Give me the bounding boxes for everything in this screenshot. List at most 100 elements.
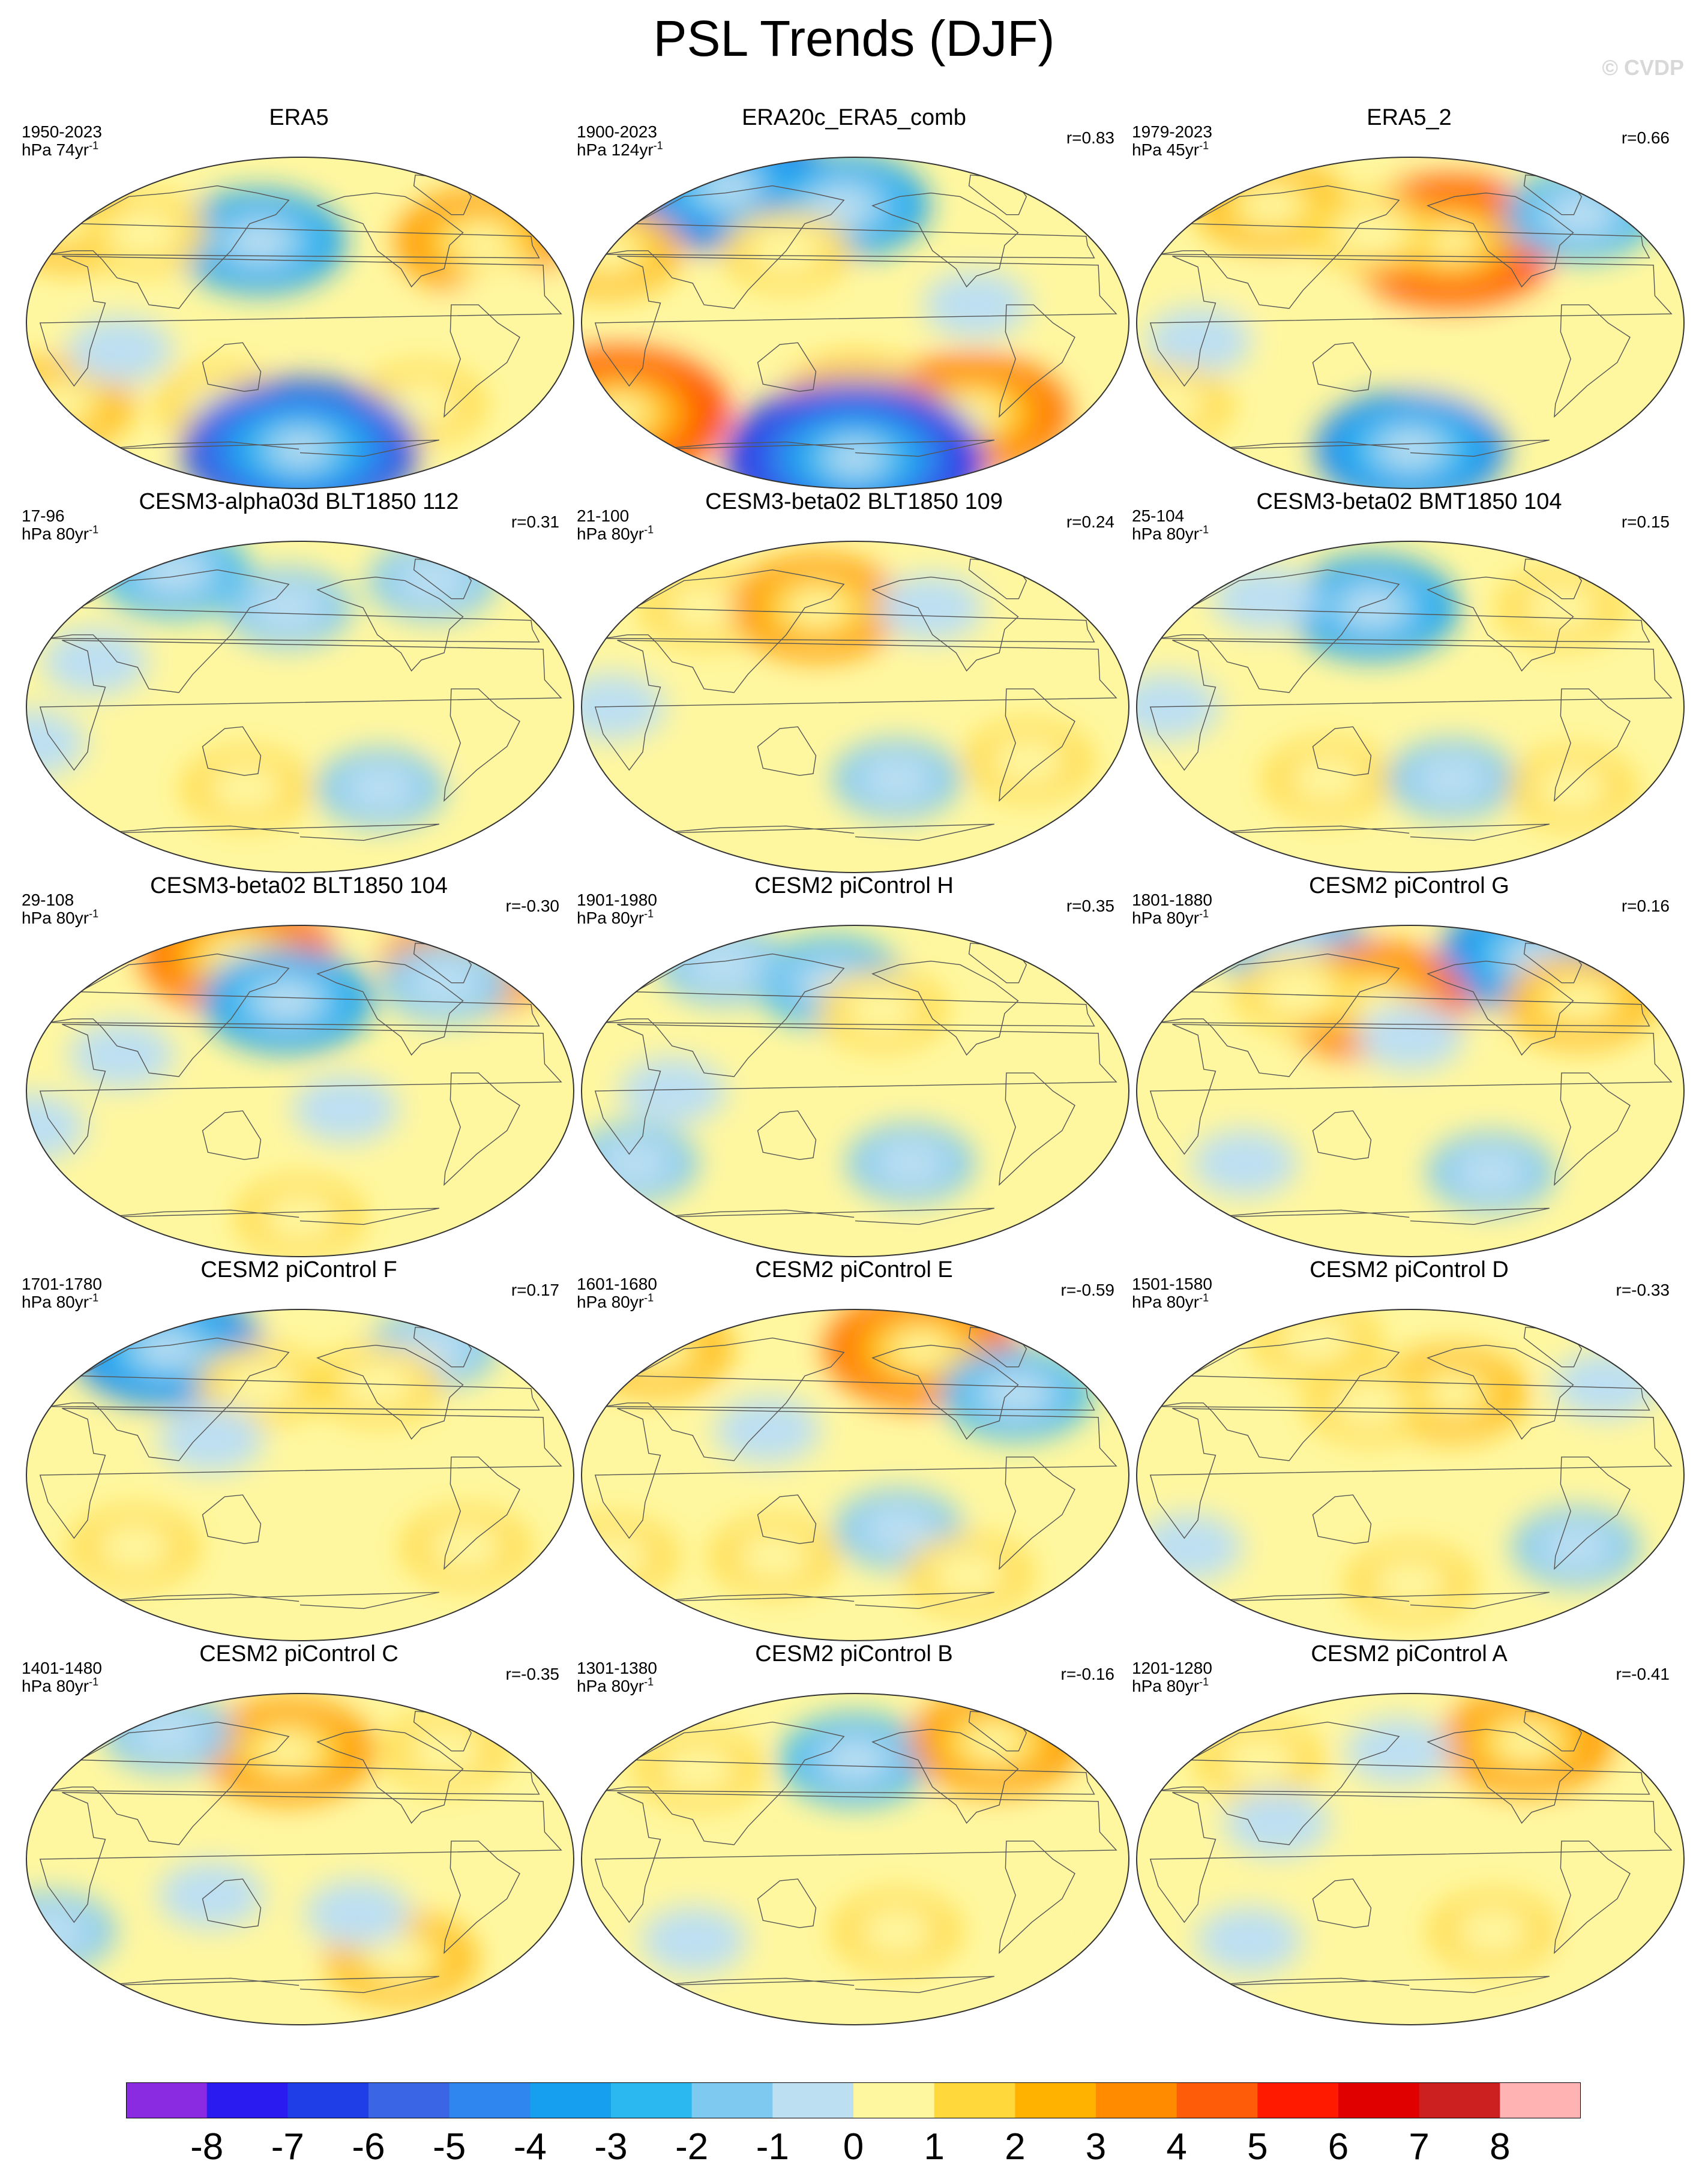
anomaly-contour [894, 1332, 949, 1366]
panel-title: ERA5_2 [1367, 105, 1452, 130]
map-border [1136, 1693, 1685, 2025]
anomaly-contour [275, 434, 325, 464]
australia-outline [757, 1110, 817, 1160]
australia-outline [757, 726, 817, 776]
colorbar-tick-label: 8 [1490, 2126, 1511, 2168]
anomaly-contour [1257, 967, 1337, 1017]
australia-outline [202, 1494, 262, 1544]
panel-period: 1979-2023 [1132, 122, 1212, 141]
anomaly-contour [714, 1396, 820, 1464]
anomaly-contour [1425, 226, 1477, 257]
panel-units-exponent: -1 [644, 1676, 654, 1688]
panel-units-base: hPa 80yr [1132, 1293, 1200, 1311]
colorbar-tick-label: 0 [843, 2126, 864, 2168]
anomaly-contour [1288, 754, 1367, 804]
colorbar-swatch [772, 2082, 854, 2118]
map-border [26, 541, 574, 873]
anomaly-contour [42, 628, 148, 696]
anomaly-contour [406, 958, 485, 1008]
north-america-outline [316, 576, 464, 672]
colorbar-tick-label: -3 [594, 2126, 628, 2168]
map-border [581, 541, 1129, 873]
panel-units-exponent: -1 [1199, 523, 1209, 536]
anomaly-contour [1536, 1522, 1616, 1572]
north-america-outline [871, 1344, 1019, 1440]
panel-units: hPa 80yr-1 [1132, 524, 1209, 544]
pattern-correlation: r=-0.41 [1616, 1665, 1670, 1683]
panel-title: ERA5 [269, 105, 329, 130]
anomaly-contour [26, 383, 92, 425]
panel-period: 29-108 [22, 891, 74, 909]
anomaly-contour [603, 1315, 711, 1382]
africa-outline [594, 1792, 1117, 1923]
south-america-outline [999, 688, 1075, 802]
panel-units: hPa 80yr-1 [22, 1293, 98, 1312]
anomaly-contour [305, 1880, 411, 1947]
map-border [26, 1309, 574, 1641]
africa-outline [1149, 640, 1673, 771]
north-america-outline [871, 192, 1019, 288]
map-panel: CESM2 piControl A 1201-1280 hPa 80yr-1 r=-0… [1127, 1638, 1691, 2025]
anomaly-contour [929, 1549, 1008, 1599]
anomaly-contour [140, 1332, 195, 1366]
panel-period: 17-96 [22, 506, 65, 525]
south-america-outline [999, 1841, 1075, 1955]
south-america-outline [1554, 1456, 1631, 1570]
map-panel: CESM2 piControl B 1301-1380 hPa 80yr-1 r=-0… [572, 1638, 1136, 2025]
anomaly-contour [1345, 1717, 1451, 1785]
africa-outline [39, 640, 562, 771]
anomaly-contour [1196, 1907, 1302, 1974]
panel-title: CESM2 piControl F [200, 1257, 397, 1282]
panel-units-base: hPa 80yr [577, 1293, 645, 1311]
south-america-outline [1554, 304, 1631, 418]
colorbar-tick-label: 7 [1409, 2126, 1430, 2168]
anomaly-contour [292, 1075, 398, 1143]
anomaly-contour [595, 1138, 674, 1188]
anomaly-contour [1238, 185, 1305, 226]
anomaly-contour [95, 1522, 174, 1572]
anomaly-contour [1343, 589, 1403, 626]
panel-period: 1900-2023 [577, 122, 657, 141]
map-panel: ERA5_2 1979-2023 hPa 45yr-1 r=0.66 [1127, 102, 1691, 489]
colorbar-swatch [853, 2082, 935, 2118]
anomaly-contour [258, 1733, 318, 1769]
panel-title: CESM3-beta02 BLT1850 109 [705, 489, 1003, 514]
africa-outline [39, 1408, 562, 1539]
colorbar-swatch [1096, 2082, 1177, 2118]
anomaly-contour [141, 551, 208, 592]
australia-outline [1312, 342, 1372, 392]
anomaly-contour [859, 1504, 938, 1554]
panel-units: hPa 80yr-1 [577, 524, 654, 544]
trend-map [26, 1693, 574, 2025]
panel-title: CESM2 piControl B [755, 1641, 953, 1667]
trend-map [581, 1309, 1129, 1641]
australia-outline [1312, 1878, 1372, 1928]
anomaly-contour [983, 1373, 1050, 1414]
colorbar-tick-label: -8 [190, 2126, 224, 2168]
panel-units-base: hPa 80yr [1132, 909, 1200, 927]
panel-title: CESM2 piControl A [1311, 1641, 1508, 1667]
south-america-outline [1554, 1841, 1631, 1955]
anomaly-contour [877, 574, 984, 642]
pattern-correlation: r=-0.16 [1060, 1665, 1115, 1683]
australia-outline [1312, 726, 1372, 776]
map-panel: CESM3-alpha03d BLT1850 112 17-96 hPa 80yr-… [17, 486, 581, 873]
australia-outline [757, 1878, 817, 1928]
anomaly-contour [1224, 1789, 1330, 1857]
anomaly-contour [623, 1328, 690, 1369]
colorbar-tick-label: 3 [1085, 2126, 1107, 2168]
africa-outline [594, 1408, 1117, 1539]
map-border [26, 1693, 574, 2025]
anomaly-contour [620, 1057, 726, 1125]
panel-units: hPa 124yr-1 [577, 140, 663, 160]
anomaly-contour [683, 940, 762, 990]
pattern-correlation: r=-0.59 [1060, 1281, 1115, 1299]
anomaly-contour [406, 1727, 485, 1776]
africa-outline [594, 640, 1117, 771]
australia-outline [202, 726, 262, 776]
panel-units: hPa 80yr-1 [577, 1677, 654, 1696]
colorbar-tick-label: -2 [675, 2126, 709, 2168]
pattern-correlation: r=0.66 [1621, 128, 1670, 147]
map-border [1136, 157, 1685, 489]
panel-units-exponent: -1 [89, 1291, 99, 1304]
